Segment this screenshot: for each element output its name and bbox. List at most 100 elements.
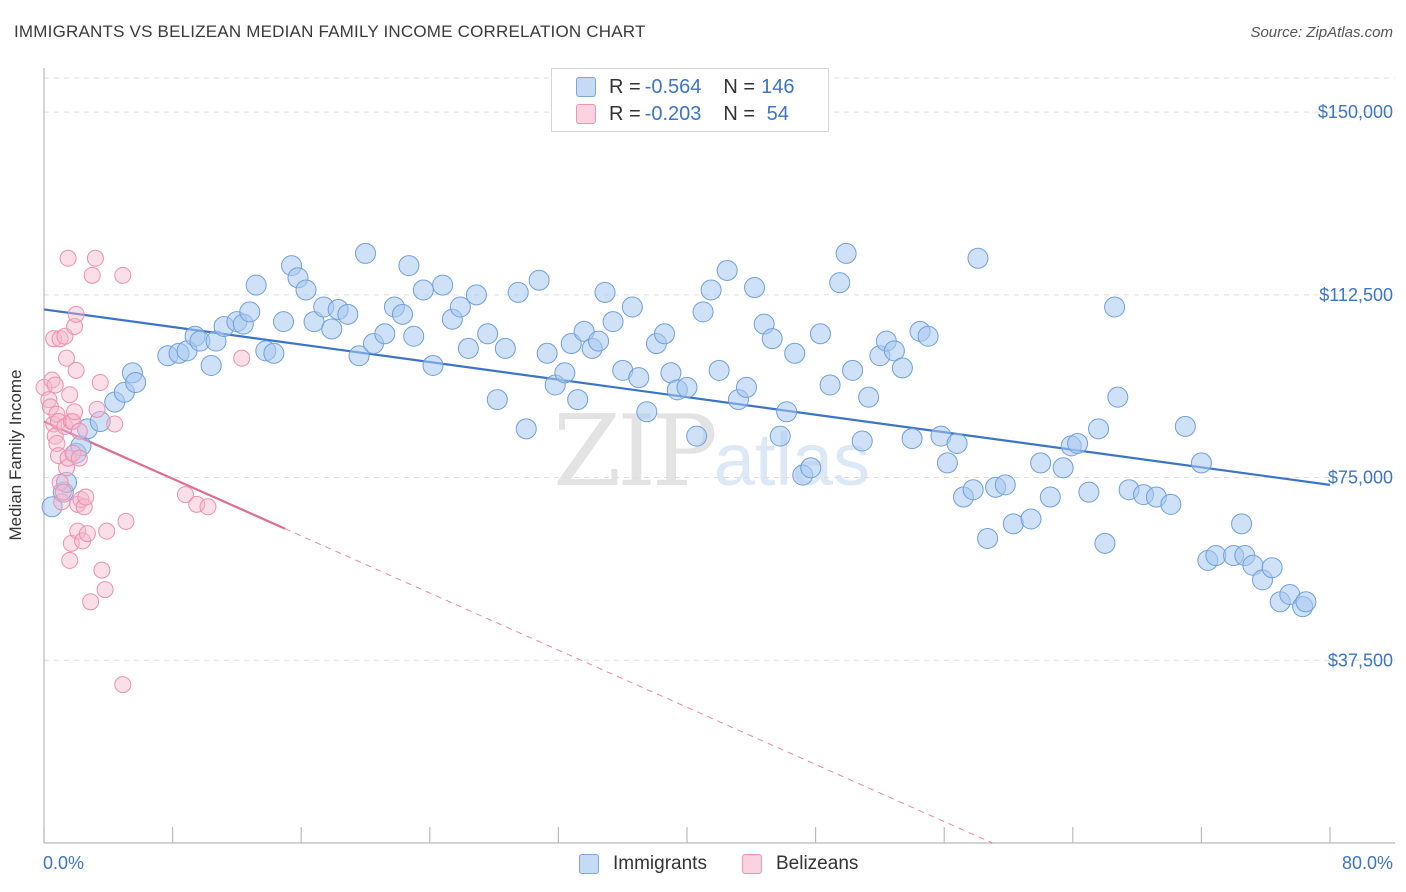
belizeans-point xyxy=(61,386,79,404)
immigrants-point xyxy=(1174,415,1196,437)
immigrants-point xyxy=(588,330,610,352)
immigrants-point xyxy=(273,311,295,333)
bottom-legend-belizeans: Belizeans xyxy=(742,852,858,876)
source-label: Source: ZipAtlas.com xyxy=(1250,24,1393,41)
immigrants-point xyxy=(901,428,923,450)
belizeans-point xyxy=(51,330,69,348)
belizeans-point xyxy=(188,495,206,513)
immigrants-point xyxy=(692,301,714,323)
immigrants-point xyxy=(1088,418,1110,440)
legend-n-label: N = xyxy=(723,102,756,125)
immigrants-point xyxy=(515,418,537,440)
legend-r-value: -0.203 xyxy=(644,102,702,125)
immigrants-point xyxy=(676,376,698,398)
immigrants-point xyxy=(819,374,841,396)
legend-r-value: -0.564 xyxy=(644,75,702,98)
legend-r-label: R = xyxy=(609,75,641,98)
immigrants-point xyxy=(835,242,857,264)
belizeans-point xyxy=(45,415,63,433)
immigrants-point xyxy=(716,259,738,281)
watermark-zip: ZIP xyxy=(553,395,718,509)
chart-title: IMMIGRANTS VS BELIZEAN MEDIAN FAMILY INC… xyxy=(14,22,646,41)
belizeans-point xyxy=(61,551,79,569)
immigrants-point xyxy=(348,345,370,367)
immigrants-point xyxy=(769,425,791,447)
belizeans-point xyxy=(46,376,64,394)
bottom-legend-label-belizeans: Belizeans xyxy=(776,853,859,874)
immigrants-point xyxy=(337,303,359,325)
legend-n-label: N = xyxy=(723,75,756,98)
immigrants-point xyxy=(1094,532,1116,554)
belizeans-point xyxy=(70,422,88,440)
immigrants-point xyxy=(403,325,425,347)
immigrants-point xyxy=(494,337,516,359)
immigrants-point xyxy=(125,372,147,394)
belizeans-point xyxy=(45,330,63,348)
immigrants-point xyxy=(1030,452,1052,474)
watermark-atlas: atlas xyxy=(713,418,871,501)
immigrants-point xyxy=(507,281,529,303)
immigrants-point xyxy=(1231,513,1253,535)
immigrants-point xyxy=(1107,386,1129,408)
immigrants-point xyxy=(842,359,864,381)
immigrants-point xyxy=(962,479,984,501)
immigrants-point xyxy=(800,457,822,479)
belizeans-point xyxy=(83,266,101,284)
immigrants-point xyxy=(56,471,78,493)
belizeans-trend-extension xyxy=(284,528,993,844)
immigrants-point xyxy=(891,357,913,379)
immigrants-point xyxy=(1067,432,1089,454)
belizeans-point xyxy=(114,266,132,284)
legend-swatch-immigrants xyxy=(576,77,596,97)
belizeans-point xyxy=(41,398,59,416)
immigrants-point xyxy=(1190,452,1212,474)
immigrants-point xyxy=(784,342,806,364)
belizeans-point xyxy=(77,488,95,506)
immigrants-point xyxy=(1261,557,1283,579)
belizeans-point xyxy=(51,473,69,491)
immigrants-point xyxy=(536,342,558,364)
belizeans-point xyxy=(88,400,106,418)
immigrants-point xyxy=(560,333,582,355)
x-tick-label-max: 80.0% xyxy=(1342,853,1393,873)
immigrants-point xyxy=(477,323,499,345)
immigrants-point xyxy=(1078,481,1100,503)
immigrants-point xyxy=(1020,508,1042,530)
immigrants-point xyxy=(391,303,413,325)
belizeans-point xyxy=(86,249,104,267)
belizeans-point xyxy=(67,305,85,323)
immigrants-point xyxy=(858,386,880,408)
immigrants-point xyxy=(829,272,851,294)
immigrants-point xyxy=(653,323,675,345)
belizeans-point xyxy=(78,525,96,543)
immigrants-point xyxy=(967,247,989,269)
y-tick-label: $112,500 xyxy=(1319,285,1393,305)
immigrants-point xyxy=(432,274,454,296)
belizeans-point xyxy=(54,483,72,501)
y-tick-label: $150,000 xyxy=(1318,102,1393,122)
immigrants-point xyxy=(528,269,550,291)
immigrants-point xyxy=(554,362,576,384)
immigrants-point xyxy=(422,354,444,376)
immigrants-point xyxy=(735,376,757,398)
belizeans-point xyxy=(69,522,87,540)
belizeans-point xyxy=(43,371,61,389)
immigrants-point xyxy=(977,527,999,549)
immigrants-point xyxy=(573,320,595,342)
immigrants-point xyxy=(245,274,267,296)
immigrants-point xyxy=(994,474,1016,496)
tick-labels: $37,500 $75,000 $112,500 $150,000 0.0% 80.0% xyxy=(43,102,1393,873)
immigrants-point xyxy=(486,389,508,411)
immigrants-point xyxy=(1039,486,1061,508)
belizeans-point xyxy=(70,449,88,467)
immigrants-point xyxy=(628,367,650,389)
belizeans-point xyxy=(233,349,251,367)
belizeans-point xyxy=(48,405,66,423)
legend-swatch-belizeans xyxy=(576,104,596,124)
immigrants-point xyxy=(465,284,487,306)
immigrants-point xyxy=(567,389,589,411)
bottom-legend-swatch-belizeans xyxy=(742,854,762,874)
legend-row-immigrants: R = -0.564 N = 146 xyxy=(576,75,794,99)
immigrants-point xyxy=(883,340,905,362)
bottom-legend-immigrants: Immigrants xyxy=(579,852,707,876)
